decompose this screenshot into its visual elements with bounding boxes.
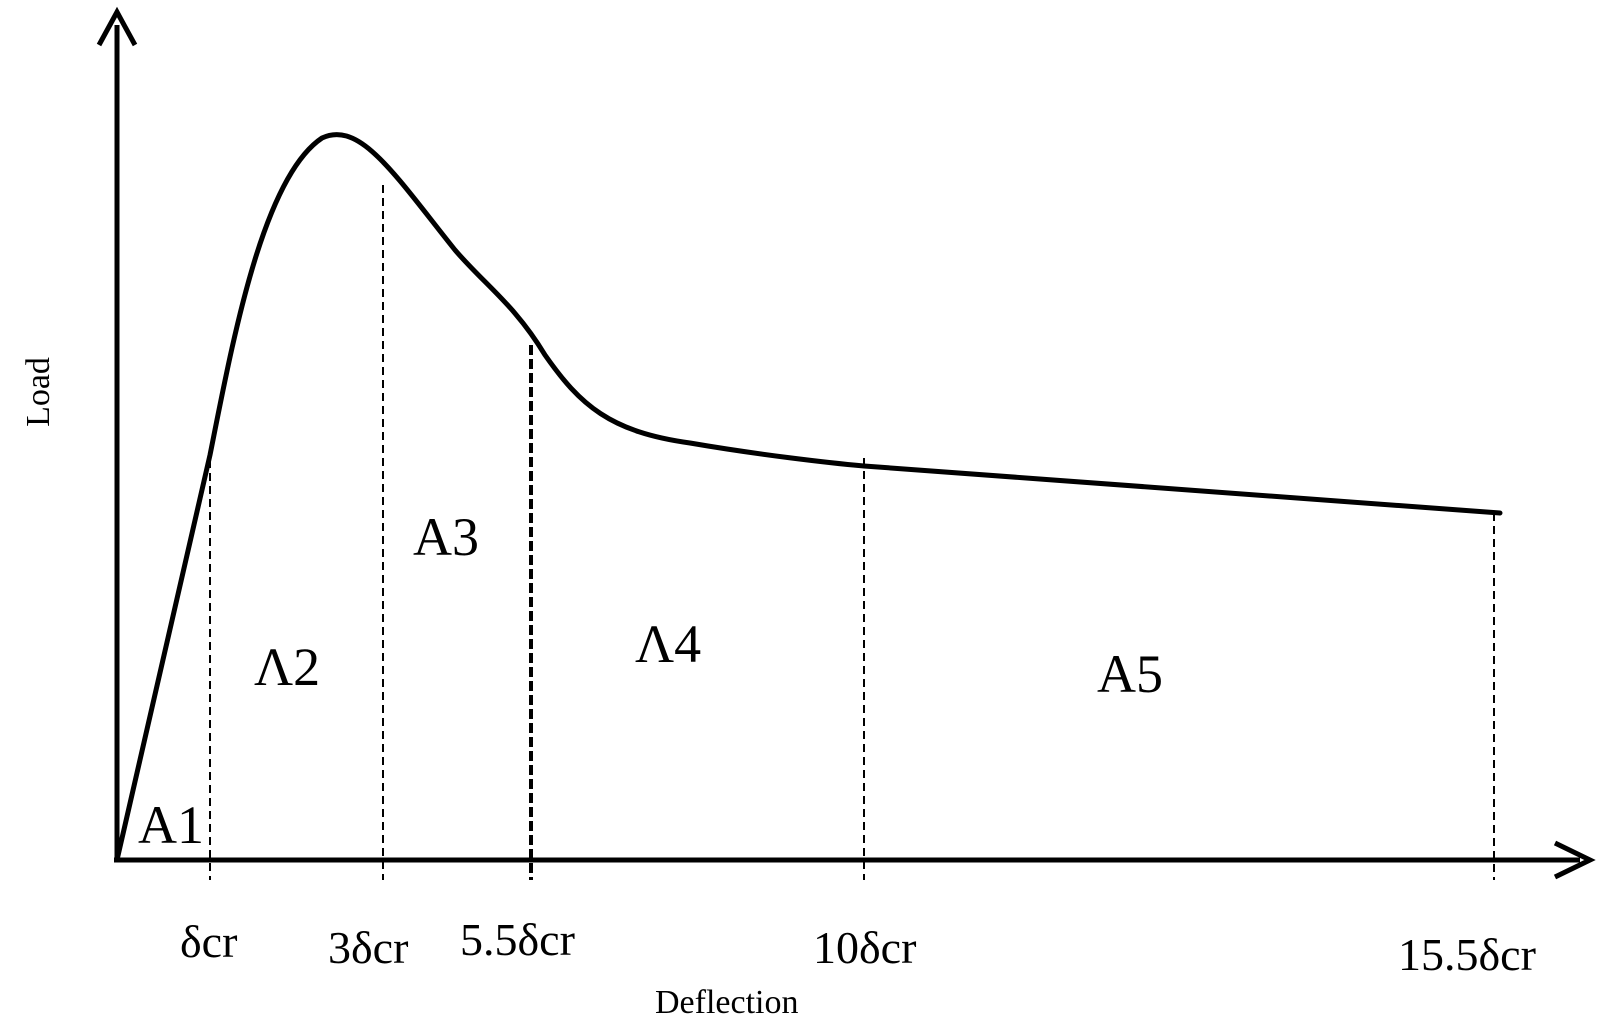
area-label-a4: Λ4 bbox=[635, 614, 701, 674]
y-axis-title: Load bbox=[20, 357, 57, 427]
area-label-a3: A3 bbox=[413, 507, 479, 567]
tick-label-5-5dcr: 5.5δcr bbox=[460, 914, 575, 965]
area-label-a5: A5 bbox=[1097, 644, 1163, 704]
x-axis-arrow-icon bbox=[1553, 840, 1596, 880]
tick-label-dcr: δcr bbox=[180, 916, 237, 967]
area-label-a2: Λ2 bbox=[254, 637, 320, 697]
x-axis-title: Deflection bbox=[655, 984, 799, 1021]
tick-label-3dcr: 3δcr bbox=[328, 922, 408, 973]
y-axis-arrow-icon bbox=[96, 6, 138, 47]
tick-label-15-5dcr: 15.5δcr bbox=[1398, 929, 1536, 980]
load-deflection-curve bbox=[114, 132, 1503, 863]
tick-label-10dcr: 10δcr bbox=[813, 922, 916, 973]
area-label-a1: A1 bbox=[138, 795, 204, 855]
